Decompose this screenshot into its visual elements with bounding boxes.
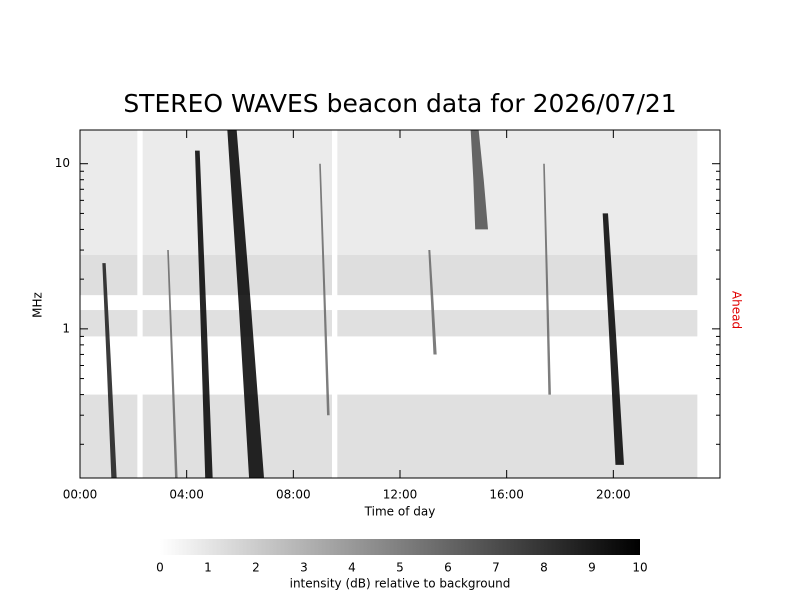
background-band xyxy=(80,394,698,478)
radio-burst xyxy=(167,250,178,478)
y-tick-label: 10 xyxy=(55,156,70,170)
radio-burst xyxy=(543,163,551,395)
colorbar-tick-label: 3 xyxy=(300,561,308,575)
colorbar-tick-label: 8 xyxy=(540,561,548,575)
colorbar-tick-label: 7 xyxy=(492,561,500,575)
colorbar-tick-label: 6 xyxy=(444,561,452,575)
data-gap xyxy=(137,130,143,478)
background-band xyxy=(80,130,698,256)
colorbar-tick-label: 9 xyxy=(588,561,596,575)
x-tick-label: 20:00 xyxy=(596,488,631,502)
x-axis-label: Time of day xyxy=(364,505,436,519)
plot-area xyxy=(80,130,698,478)
colorbar-tick-label: 0 xyxy=(156,561,164,575)
colorbar xyxy=(160,539,640,555)
colorbar-tick-label: 1 xyxy=(204,561,212,575)
radio-burst xyxy=(102,263,117,478)
background-band xyxy=(80,310,698,337)
radio-burst xyxy=(319,163,330,416)
radio-burst xyxy=(602,213,624,465)
y-axis-label: MHz xyxy=(31,292,45,318)
background-band xyxy=(80,255,698,296)
x-tick-label: 16:00 xyxy=(489,488,524,502)
colorbar-tick-label: 2 xyxy=(252,561,260,575)
data-gap xyxy=(332,130,338,478)
x-tick-label: 00:00 xyxy=(63,488,98,502)
colorbar-tick-label: 5 xyxy=(396,561,404,575)
radio-burst xyxy=(470,130,488,230)
x-tick-label: 04:00 xyxy=(169,488,204,502)
spacecraft-label: Ahead xyxy=(730,291,744,329)
colorbar-tick-label: 4 xyxy=(348,561,356,575)
x-tick-label: 08:00 xyxy=(276,488,311,502)
chart-title: STEREO WAVES beacon data for 2026/07/21 xyxy=(123,89,676,118)
y-tick-label: 1 xyxy=(62,321,70,335)
radio-burst xyxy=(195,150,213,478)
radio-burst xyxy=(428,250,437,355)
colorbar-tick-label: 10 xyxy=(632,561,647,575)
x-tick-label: 12:00 xyxy=(383,488,418,502)
radio-burst xyxy=(227,130,264,478)
colorbar-label: intensity (dB) relative to background xyxy=(290,577,511,591)
